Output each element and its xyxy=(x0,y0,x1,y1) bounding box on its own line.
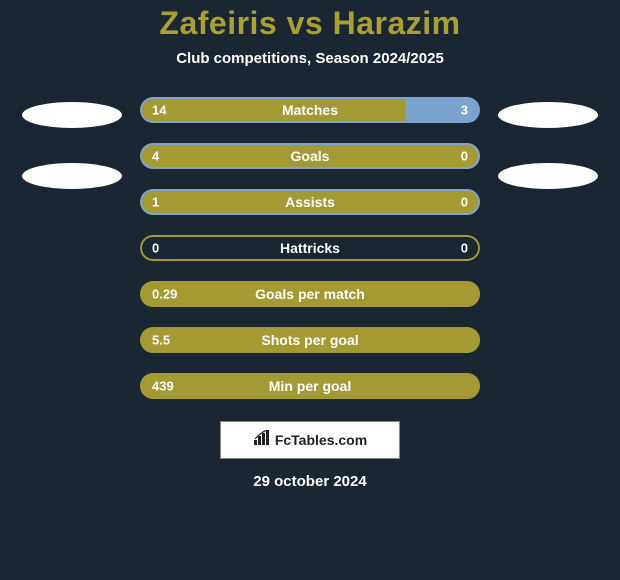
right-badge-1 xyxy=(498,102,598,128)
stat-bar: 4 0 Goals xyxy=(140,143,480,169)
stat-label: Shots per goal xyxy=(261,332,358,348)
stat-label: Hattricks xyxy=(280,240,340,256)
right-side-badges xyxy=(498,97,598,189)
stat-value-left: 0 xyxy=(152,241,159,256)
player-right-name: Harazim xyxy=(333,5,461,41)
stat-label: Matches xyxy=(282,102,338,118)
stat-value-left: 1 xyxy=(152,195,159,210)
body-row: 14 3 Matches 4 0 Goals 1 0 Assists 0 0 Hattricks 0.2… xyxy=(0,97,620,399)
stat-label: Goals xyxy=(291,148,330,164)
stat-bar: 1 0 Assists xyxy=(140,189,480,215)
stat-label: Min per goal xyxy=(269,378,351,394)
stat-value-left: 5.5 xyxy=(152,333,170,348)
stat-bars: 14 3 Matches 4 0 Goals 1 0 Assists 0 0 Hattricks 0.2… xyxy=(140,97,480,399)
stat-value-right: 0 xyxy=(461,241,468,256)
stat-value-left: 0.29 xyxy=(152,287,177,302)
left-badge-2 xyxy=(22,163,122,189)
player-left-name: Zafeiris xyxy=(159,5,277,41)
chart-icon xyxy=(253,430,271,451)
subtitle: Club competitions, Season 2024/2025 xyxy=(0,50,620,67)
stat-bar: 0.29 Goals per match xyxy=(140,281,480,307)
page-title: Zafeiris vs Harazim xyxy=(0,5,620,42)
left-badge-1 xyxy=(22,102,122,128)
right-badge-2 xyxy=(498,163,598,189)
bar-fill-left xyxy=(140,97,405,123)
bar-fill-right xyxy=(405,97,480,123)
stat-value-right: 0 xyxy=(461,149,468,164)
stat-bar: 0 0 Hattricks xyxy=(140,235,480,261)
stat-bar: 439 Min per goal xyxy=(140,373,480,399)
date: 29 october 2024 xyxy=(0,473,620,490)
stat-label: Assists xyxy=(285,194,335,210)
comparison-container: Zafeiris vs Harazim Club competitions, S… xyxy=(0,0,620,580)
stat-value-left: 439 xyxy=(152,379,174,394)
stat-value-right: 3 xyxy=(461,103,468,118)
brand-text: FcTables.com xyxy=(275,432,367,448)
stat-value-left: 4 xyxy=(152,149,159,164)
left-side-badges xyxy=(22,97,122,189)
stat-bar: 5.5 Shots per goal xyxy=(140,327,480,353)
stat-label: Goals per match xyxy=(255,286,365,302)
title-vs: vs xyxy=(287,5,324,41)
stat-value-right: 0 xyxy=(461,195,468,210)
brand-box[interactable]: FcTables.com xyxy=(220,421,400,459)
stat-value-left: 14 xyxy=(152,103,166,118)
stat-bar: 14 3 Matches xyxy=(140,97,480,123)
